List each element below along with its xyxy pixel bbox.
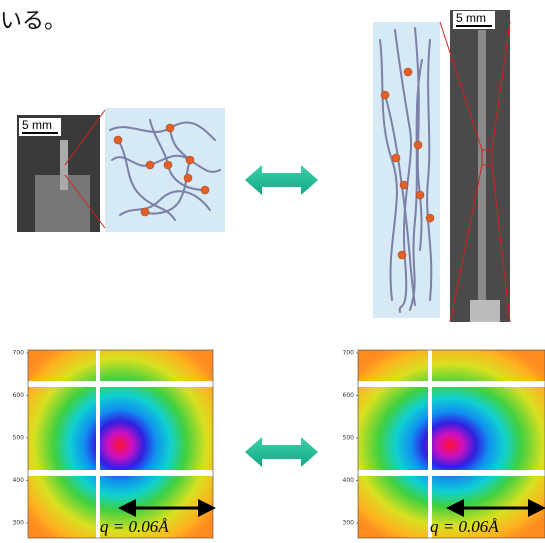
y-tick-label: 600: [343, 392, 355, 399]
q-label: q = 0.06Å: [100, 517, 169, 536]
scale-label: 5 mm: [22, 118, 52, 132]
figure: いる。 5 mm: [0, 0, 545, 543]
scattering-pattern: [0, 325, 240, 543]
y-tick-label: 400: [13, 477, 25, 484]
y-ticks: 700 600 500 400 300: [343, 350, 358, 527]
y-ticks: 700 600 500 400 300: [13, 350, 28, 527]
y-tick-label: 600: [13, 392, 25, 399]
y-tick-label: 500: [343, 435, 355, 442]
photo-clamp: [470, 300, 500, 322]
double-arrow: [245, 165, 318, 195]
photo-sample-stretched: [478, 30, 486, 315]
header-text: いる。: [0, 9, 66, 34]
q-label: q = 0.06Å: [430, 517, 499, 536]
scale-label: 5 mm: [456, 11, 486, 25]
y-tick-label: 300: [343, 520, 355, 527]
photo-sample: [60, 140, 68, 190]
y-tick-label: 300: [13, 520, 25, 527]
y-tick-label: 700: [13, 350, 25, 357]
y-tick-label: 400: [343, 477, 355, 484]
double-arrow: [245, 437, 318, 467]
y-tick-label: 700: [343, 350, 355, 357]
y-tick-label: 500: [13, 435, 25, 442]
